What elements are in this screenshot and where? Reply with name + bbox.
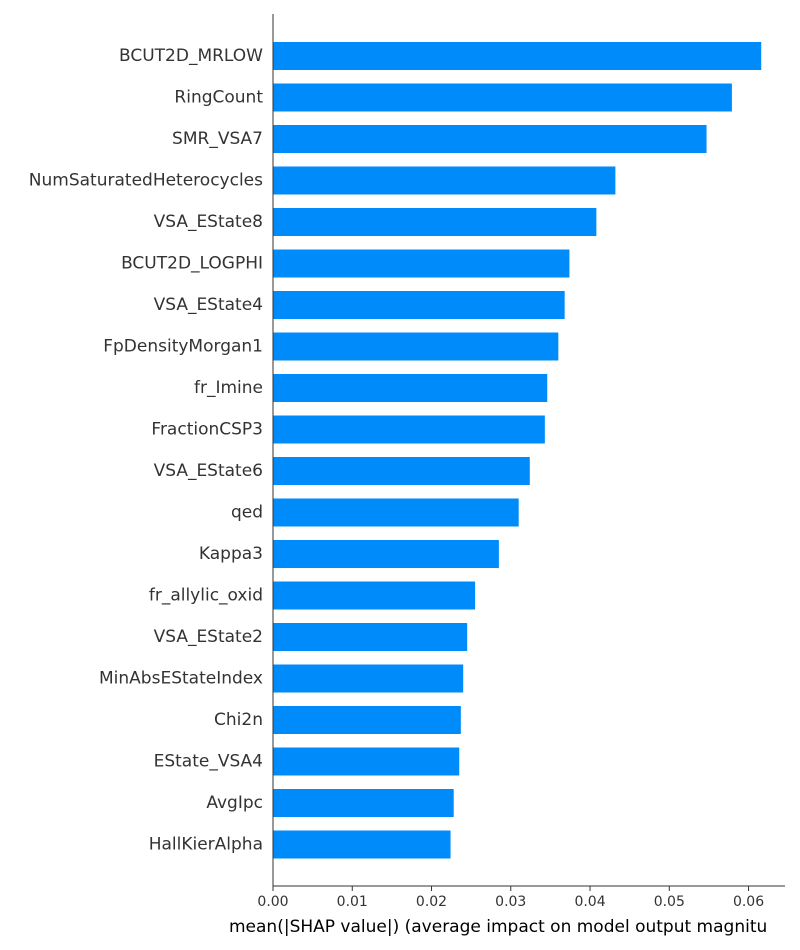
bar-bcut2d-mrlow xyxy=(273,42,762,70)
x-tick-label: 0.00 xyxy=(257,894,288,910)
category-label-vsa-estate2: VSA_EState2 xyxy=(154,627,263,647)
category-label-numsaturatedheterocycles: NumSaturatedHeterocycles xyxy=(29,171,263,191)
category-label-fr-imine: fr_Imine xyxy=(194,378,263,398)
x-tick-label: 0.05 xyxy=(654,894,685,910)
category-label-kappa3: Kappa3 xyxy=(199,544,263,564)
bar-minabsestateindex xyxy=(273,664,464,693)
bar-vsa-estate4 xyxy=(273,291,565,319)
category-label-qed: qed xyxy=(231,503,263,523)
category-label-avgipc: AvgIpc xyxy=(206,793,263,813)
category-label-estate-vsa4: EState_VSA4 xyxy=(154,752,263,772)
category-label-bcut2d-mrlow: BCUT2D_MRLOW xyxy=(119,46,263,66)
bar-smr-vsa7 xyxy=(273,125,707,153)
bar-hallkieralpha xyxy=(273,830,451,859)
x-tick-label: 0.04 xyxy=(574,894,605,910)
bar-bcut2d-logphi xyxy=(273,249,570,278)
category-label-fpdensitymorgan1: FpDensityMorgan1 xyxy=(103,337,263,357)
category-label-fractioncsp3: FractionCSP3 xyxy=(151,420,263,440)
category-label-hallkieralpha: HallKierAlpha xyxy=(149,835,263,855)
category-label-bcut2d-logphi: BCUT2D_LOGPHI xyxy=(121,254,263,274)
bar-fr-imine xyxy=(273,374,548,402)
x-ticks-group: 0.00 0.01 0.02 0.03 0.04 0.05 0.06 xyxy=(257,886,764,910)
category-label-vsa-estate4: VSA_EState4 xyxy=(154,295,263,315)
bar-qed xyxy=(273,498,519,527)
category-labels-group: BCUT2D_MRLOW RingCount SMR_VSA7 NumSaturate… xyxy=(29,46,264,855)
x-tick-label: 0.03 xyxy=(495,894,526,910)
bar-estate-vsa4 xyxy=(273,747,460,776)
bar-avgipc xyxy=(273,789,454,817)
category-label-chi2n: Chi2n xyxy=(214,710,263,730)
bar-fr-allylic-oxid xyxy=(273,581,476,610)
bar-fractioncsp3 xyxy=(273,415,545,444)
bar-ringcount xyxy=(273,83,732,112)
x-axis-title: mean(|SHAP value|) (average impact on mo… xyxy=(229,917,767,937)
x-tick-label: 0.02 xyxy=(416,894,447,910)
category-label-minabsestateindex: MinAbsEStateIndex xyxy=(99,669,263,689)
bar-vsa-estate2 xyxy=(273,623,468,651)
bar-kappa3 xyxy=(273,540,499,568)
category-label-fr-allylic-oxid: fr_allylic_oxid xyxy=(149,586,263,606)
category-label-vsa-estate6: VSA_EState6 xyxy=(154,461,263,481)
category-label-smr-vsa7: SMR_VSA7 xyxy=(172,129,263,149)
bar-vsa-estate8 xyxy=(273,208,597,236)
x-tick-label: 0.01 xyxy=(337,894,368,910)
category-label-ringcount: RingCount xyxy=(174,88,263,108)
bar-chi2n xyxy=(273,706,461,734)
bar-fpdensitymorgan1 xyxy=(273,332,559,361)
category-label-vsa-estate8: VSA_EState8 xyxy=(154,212,263,232)
bar-vsa-estate6 xyxy=(273,457,530,485)
bar-numsaturatedheterocycles xyxy=(273,166,616,195)
bars-group xyxy=(273,42,762,859)
x-tick-label: 0.06 xyxy=(733,894,764,910)
